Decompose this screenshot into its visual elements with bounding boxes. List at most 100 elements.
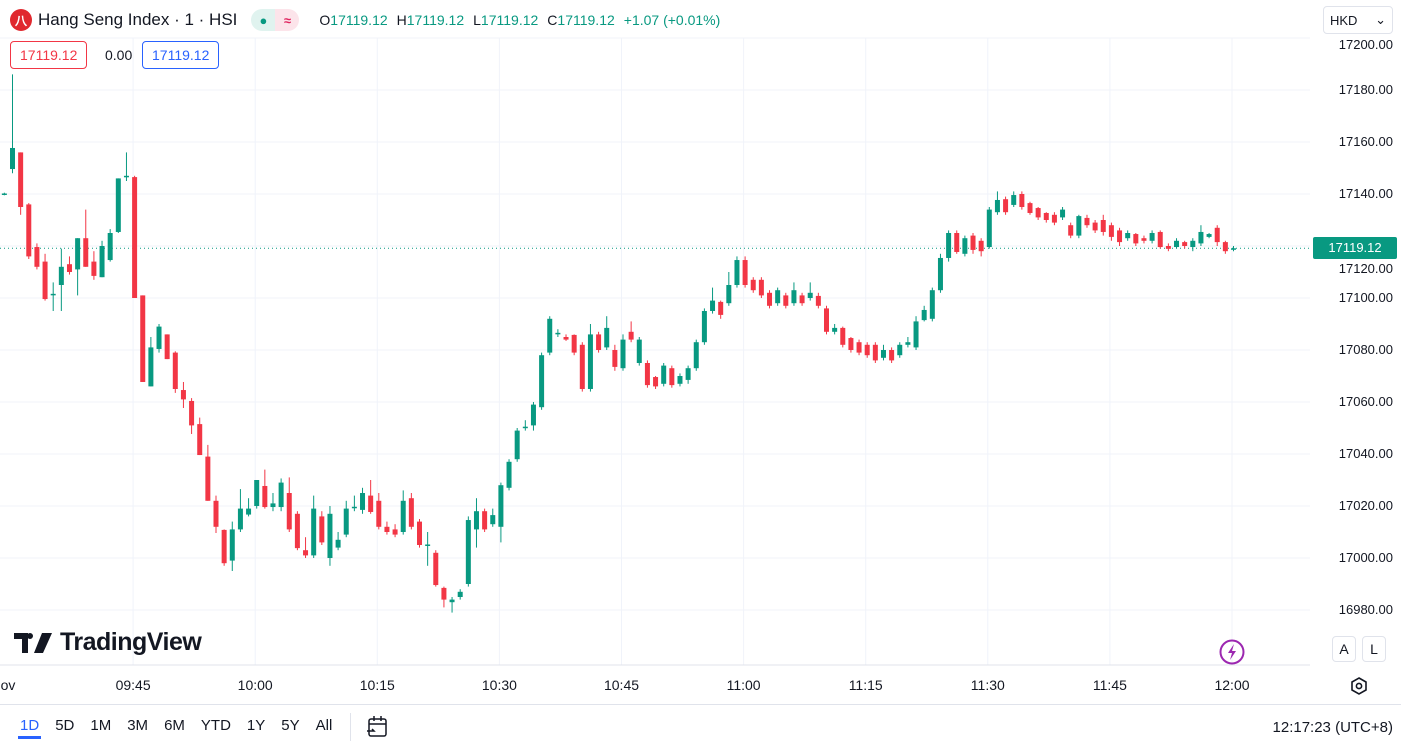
range-5d[interactable]: 5D — [55, 717, 75, 734]
price-tick: 17120.00 — [1338, 261, 1393, 277]
candle-body — [1133, 234, 1139, 244]
candle-body — [848, 338, 854, 350]
candle-body — [807, 292, 813, 298]
candle-body — [685, 368, 691, 380]
tradingview-logo-icon — [14, 632, 52, 653]
candlestick-chart[interactable] — [0, 0, 1401, 705]
candle-body — [1051, 214, 1057, 223]
candle-body — [229, 529, 235, 561]
candle-body — [669, 368, 675, 386]
time-tick: 11:30 — [970, 677, 1005, 693]
range-all[interactable]: All — [315, 717, 333, 734]
candle-body — [254, 480, 260, 506]
candle-body — [465, 520, 471, 584]
time-tick: 10:30 — [481, 677, 517, 693]
candle-body — [221, 529, 227, 564]
settings-icon[interactable] — [1349, 676, 1369, 696]
clock-timezone[interactable]: 12:17:23 (UTC+8) — [1272, 718, 1393, 736]
candle-body — [270, 503, 276, 508]
candle-body — [522, 426, 528, 429]
open-value: 17119.12 — [330, 12, 388, 28]
price-tick: 17020.00 — [1338, 498, 1393, 513]
candle-body — [555, 332, 561, 335]
candle-body — [1060, 209, 1066, 218]
candle-body — [42, 261, 48, 300]
candle-body — [75, 238, 81, 270]
candle-body — [1182, 242, 1188, 246]
range-ytd[interactable]: YTD — [200, 717, 231, 734]
candle-body — [946, 233, 952, 258]
candle-body — [921, 309, 927, 321]
candle-body — [1214, 227, 1220, 243]
lightning-icon[interactable] — [1219, 639, 1245, 665]
candle-body — [970, 235, 976, 250]
candle-body — [579, 344, 585, 389]
candle-body — [237, 508, 243, 530]
candle-body — [26, 204, 32, 257]
candle-body — [547, 318, 553, 353]
candle-body — [612, 350, 618, 367]
range-tabs: 1D 5D 1M 3M 6M YTD 1Y 5Y All — [12, 715, 340, 739]
log-scale-button[interactable]: L — [1362, 636, 1386, 662]
candle-body — [1027, 203, 1033, 213]
candle-body — [710, 300, 716, 311]
currency-select[interactable]: HKD ⌄ — [1323, 6, 1393, 34]
candle-body — [514, 430, 520, 460]
buy-button[interactable]: 17119.12 — [142, 41, 220, 69]
candle-body — [140, 295, 146, 382]
candle-body — [148, 347, 154, 387]
time-tick: 10:45 — [603, 677, 640, 693]
symbol-title[interactable]: Hang Seng Index · 1 · HSI — [38, 10, 238, 29]
range-6m[interactable]: 6M — [164, 717, 185, 734]
range-1y[interactable]: 1Y — [246, 717, 266, 734]
range-1d[interactable]: 1D — [18, 715, 42, 739]
candle-body — [872, 344, 878, 361]
candle-body — [164, 334, 170, 360]
market-status[interactable]: ● ≈ — [251, 9, 300, 31]
candle-body — [294, 513, 300, 549]
candle-body — [1003, 199, 1009, 213]
time-tick: 10:00 — [237, 677, 273, 693]
candle-body — [734, 260, 740, 285]
time-tick: 12:00 — [1214, 677, 1250, 693]
candle-body — [1165, 246, 1171, 249]
range-1m[interactable]: 1M — [90, 717, 112, 734]
candle-body — [66, 264, 72, 272]
candle-body — [661, 365, 667, 384]
candle-body — [994, 199, 1000, 213]
price-tick: 17040.00 — [1338, 446, 1393, 461]
range-3m[interactable]: 3M — [127, 717, 149, 734]
candle-body — [303, 550, 309, 556]
candle-body — [832, 327, 838, 332]
candle-body — [815, 295, 821, 306]
change-value: +1.07 (+0.01%) — [623, 12, 721, 28]
tradingview-watermark[interactable]: TradingView — [14, 628, 202, 657]
range-5y[interactable]: 5Y — [281, 717, 300, 734]
candle-body — [864, 344, 870, 356]
date-range-icon[interactable] — [365, 714, 391, 740]
candle-body — [262, 485, 268, 508]
candle-body — [99, 246, 105, 278]
chevron-down-icon: ⌄ — [1375, 12, 1386, 27]
time-tick: 09:45 — [115, 677, 151, 693]
price-tick: 17200.00 — [1338, 37, 1393, 52]
candle-body — [726, 285, 732, 304]
candle-body — [644, 363, 650, 386]
candle-body — [392, 529, 398, 535]
price-tick: 17140.00 — [1338, 186, 1393, 201]
candle-body — [351, 506, 357, 509]
candle-body — [343, 508, 349, 535]
currency-label: HKD — [1330, 12, 1358, 28]
ohlc-values: O17119.12 H17119.12 L17119.12 C17119.12 … — [319, 12, 721, 28]
auto-scale-button[interactable]: A — [1332, 636, 1356, 662]
price-tick: 17100.00 — [1338, 290, 1393, 305]
candle-body — [1043, 212, 1049, 220]
sell-button[interactable]: 17119.12 — [10, 41, 88, 69]
delayed-data-icon: ≈ — [275, 9, 300, 31]
time-tick: 11:00 — [726, 677, 761, 693]
candle-body — [34, 247, 40, 267]
candle-body — [197, 424, 203, 456]
candle-body — [18, 152, 24, 207]
candle-body — [750, 279, 756, 291]
candle-body — [620, 339, 626, 369]
